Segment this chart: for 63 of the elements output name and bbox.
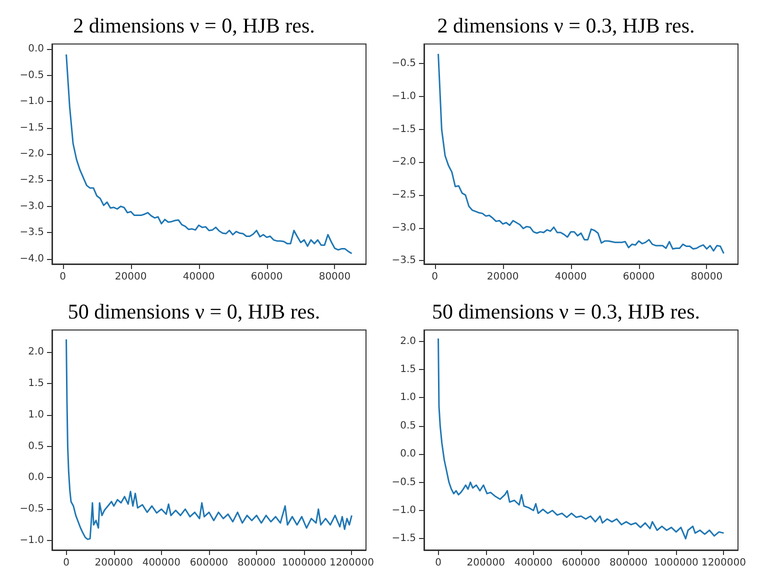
chart-title: 2 dimensions ν = 0, HJB res. — [73, 14, 315, 38]
y-tick-label: 0.0 — [400, 448, 416, 460]
y-tick-label: −2.5 — [20, 174, 44, 186]
x-tick-label: 0 — [432, 272, 438, 282]
x-tick-label: 40000 — [182, 272, 215, 282]
y-tick-label: 0.0 — [28, 44, 44, 55]
x-tick-label: 0 — [435, 558, 442, 568]
y-tick-label: −1.0 — [20, 535, 44, 546]
y-tick-label: 1.5 — [400, 364, 416, 375]
x-tick-label: 800000 — [237, 558, 276, 568]
line-series — [438, 53, 724, 254]
x-tick-label: 60000 — [622, 272, 655, 282]
y-tick-label: 0.5 — [28, 440, 44, 452]
y-tick-label: 1.0 — [400, 392, 416, 404]
x-tick-label: 80000 — [318, 272, 351, 282]
x-tick-label: 400000 — [514, 558, 553, 568]
chart-title: 2 dimensions ν = 0.3, HJB res. — [437, 14, 695, 38]
y-tick-label: −2.5 — [392, 190, 416, 201]
x-tick-label: 600000 — [562, 558, 600, 568]
y-tick-label: −1.5 — [392, 124, 416, 135]
chart-title: 50 dimensions ν = 0.3, HJB res. — [432, 300, 700, 324]
x-tick-label: 200000 — [466, 558, 505, 568]
y-tick-label: −2.0 — [392, 156, 416, 168]
y-tick-label: −1.5 — [392, 533, 416, 544]
x-tick-label: 60000 — [250, 272, 283, 282]
x-tick-label: 0 — [63, 558, 70, 568]
y-tick-label: 1.5 — [28, 378, 44, 389]
x-tick-label: 1000000 — [654, 558, 698, 568]
y-tick-label: −1.5 — [20, 122, 44, 134]
y-tick-label: −3.0 — [20, 200, 44, 212]
y-tick-label: −2.0 — [20, 148, 44, 160]
y-tick-label: −4.0 — [20, 253, 44, 264]
x-tick-label: 1000000 — [282, 558, 326, 568]
y-tick-label: −1.0 — [392, 91, 416, 102]
y-tick-label: −0.5 — [392, 476, 416, 488]
y-tick-label: 2.0 — [28, 346, 44, 358]
x-tick-label: 80000 — [690, 272, 723, 282]
y-tick-label: −1.0 — [392, 505, 416, 516]
x-tick-label: 400000 — [142, 558, 181, 568]
y-tick-label: −3.0 — [392, 222, 416, 234]
y-tick-label: 1.0 — [28, 409, 44, 420]
line-series — [438, 338, 724, 540]
x-tick-label: 200000 — [94, 558, 133, 568]
x-tick-label: 1200000 — [701, 558, 746, 568]
chart-title: 50 dimensions ν = 0, HJB res. — [68, 300, 320, 324]
y-tick-label: −3.5 — [392, 255, 416, 266]
x-tick-label: 800000 — [609, 558, 648, 568]
line-series — [66, 54, 352, 254]
y-tick-label: −0.5 — [392, 58, 416, 70]
y-tick-label: −0.5 — [20, 504, 44, 515]
y-tick-label: 2.0 — [400, 336, 416, 347]
y-tick-label: −0.5 — [20, 70, 44, 81]
x-tick-label: 1200000 — [329, 558, 374, 568]
y-tick-label: 0.0 — [28, 472, 44, 484]
x-tick-label: 0 — [60, 272, 66, 282]
x-tick-label: 600000 — [190, 558, 228, 568]
y-tick-label: 0.5 — [400, 420, 416, 432]
y-tick-label: −1.0 — [20, 96, 44, 108]
x-tick-label: 40000 — [554, 272, 587, 282]
y-tick-label: −3.5 — [20, 227, 44, 238]
x-tick-label: 20000 — [486, 272, 519, 282]
line-series — [66, 338, 352, 540]
x-tick-label: 20000 — [114, 272, 147, 282]
